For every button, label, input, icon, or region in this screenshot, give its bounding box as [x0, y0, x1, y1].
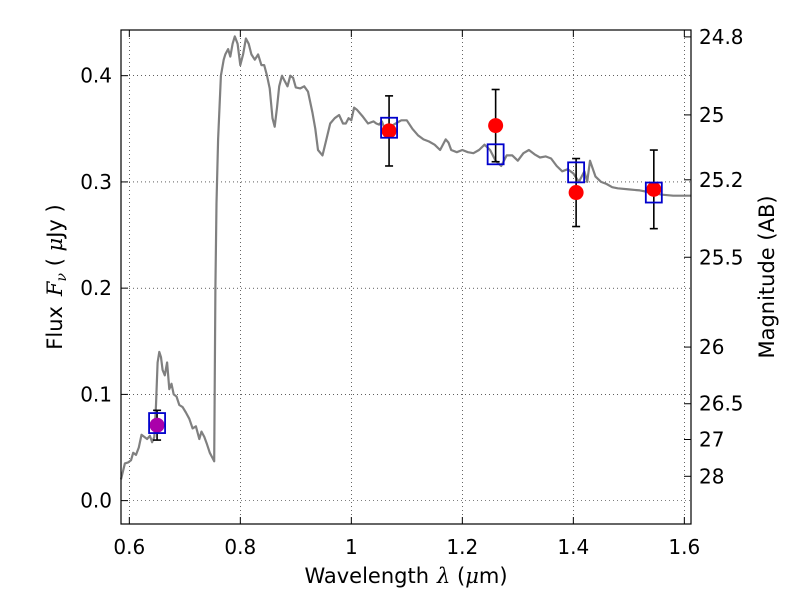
- model-squares-layer: [148, 116, 663, 434]
- y-tick-label: 0.3: [80, 170, 112, 194]
- observed-point: [381, 123, 397, 139]
- y2-tick-label: 25.5: [699, 245, 744, 269]
- observed-points-layer: [149, 118, 662, 433]
- observed-point: [646, 181, 662, 197]
- observed-point: [568, 185, 584, 201]
- model-photometry-square: [644, 181, 663, 204]
- model-photometry-square: [148, 412, 166, 434]
- observed-point: [149, 417, 165, 433]
- y-tick-label: 0.2: [80, 276, 112, 300]
- model-spectrum-layer: [119, 35, 691, 480]
- x-tick-label: 1.6: [668, 535, 700, 559]
- y-axis-title: FluxFν ( μJy ): [43, 204, 70, 349]
- grid-lines: [121, 30, 691, 524]
- axis-ticks: 0.6 0.8 1 1.2 1.4 1.6 0.0 0.1 0.2 0.3 0.4 24.8 25 25.…: [80, 25, 743, 559]
- x-axis-title: Wavelength λ (μm): [304, 564, 507, 588]
- x-tick-label: 1.2: [446, 535, 478, 559]
- y2-axis-title: Magnitude (AB): [755, 195, 779, 358]
- x-tick-label: 1: [345, 535, 358, 559]
- y2-tick-label: 24.8: [699, 25, 744, 49]
- y2-tick-label: 28: [699, 464, 724, 488]
- x-tick-label: 0.6: [113, 535, 145, 559]
- y2-tick-label: 27: [699, 427, 724, 451]
- y2-tick-label: 26.5: [699, 392, 744, 416]
- y-tick-label: 0.1: [80, 382, 112, 406]
- model-photometry-square: [567, 161, 586, 184]
- model-photometry-square: [486, 143, 505, 166]
- y-tick-label: 0.4: [80, 64, 112, 88]
- model-photometry-square: [380, 116, 398, 139]
- x-tick-label: 0.8: [224, 535, 256, 559]
- y2-tick-label: 25.2: [699, 168, 744, 192]
- plot-frame: [120, 29, 692, 525]
- y-tick-label: 0.0: [80, 489, 112, 513]
- y2-tick-label: 26: [699, 335, 724, 359]
- model-spectrum-line: [119, 35, 691, 480]
- observed-point: [488, 118, 504, 134]
- x-tick-label: 1.4: [557, 535, 589, 559]
- y2-tick-label: 25: [699, 103, 724, 127]
